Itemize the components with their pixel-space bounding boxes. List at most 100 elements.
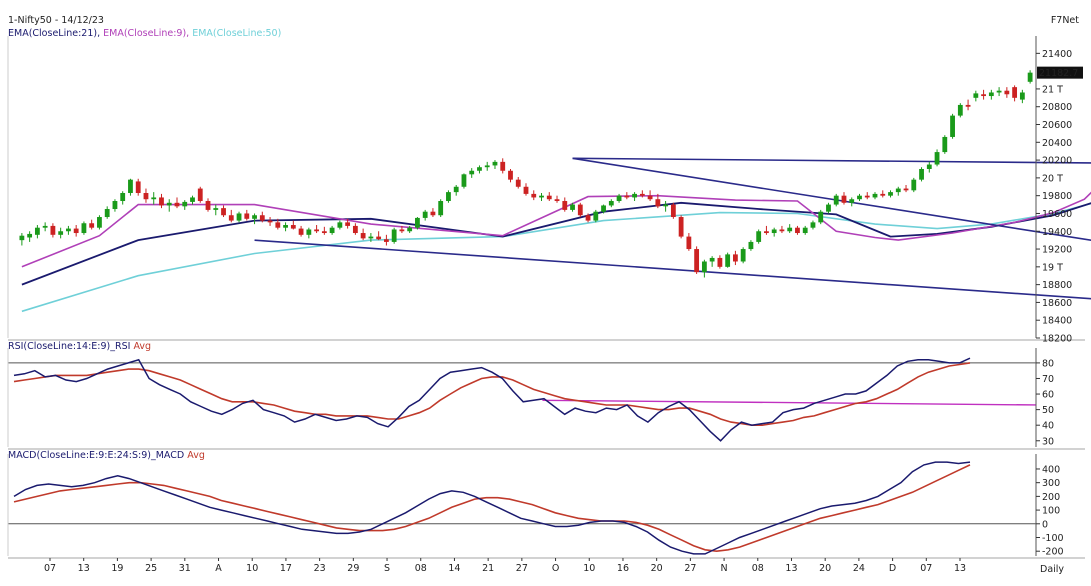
- candle-body: [453, 186, 459, 193]
- price-y-tick-label: 18600: [1042, 298, 1072, 309]
- candle-body: [492, 161, 498, 166]
- x-tick-label: 17: [280, 563, 292, 574]
- x-tick-label: 07: [920, 563, 932, 574]
- macd-y-tick-label: 0: [1042, 519, 1048, 530]
- price-y-tick-label: 20 T: [1042, 173, 1063, 184]
- candle-body: [399, 229, 405, 232]
- candle-body: [407, 227, 413, 232]
- ema21-legend: EMA(CloseLine:21),: [8, 28, 101, 39]
- candle-body: [337, 222, 343, 228]
- candle-body: [577, 204, 583, 216]
- candle-body: [97, 217, 102, 228]
- x-tick-label: 14: [448, 563, 460, 574]
- candle-body: [290, 225, 296, 229]
- price-y-tick-label: 21400: [1042, 49, 1072, 60]
- candle-body: [593, 211, 599, 221]
- candle-body: [554, 199, 560, 202]
- macd-legend: MACD(CloseLine:E:9:E:24:S:9)_MACD Avg: [8, 450, 205, 461]
- candle-body: [562, 201, 568, 210]
- candle-body: [756, 231, 762, 242]
- rsi-y-tick-label: 50: [1042, 405, 1054, 416]
- candle-body: [849, 199, 855, 203]
- x-tick-label: 16: [617, 563, 629, 574]
- candle-body: [678, 217, 684, 237]
- candle-body: [585, 215, 591, 221]
- candle-body: [221, 208, 226, 216]
- x-tick-label: 08: [752, 563, 764, 574]
- candle-body: [19, 235, 25, 241]
- candle-body: [919, 168, 924, 180]
- price-y-tick-label: 18200: [1042, 334, 1072, 345]
- candle-body: [965, 104, 971, 107]
- candle-body: [391, 229, 397, 242]
- candle-body: [942, 136, 948, 153]
- candle-body: [81, 223, 87, 234]
- candle-body: [461, 174, 467, 187]
- rsi-legend-name: RSI(CloseLine:14:E:9)_RSI: [8, 341, 131, 352]
- candle-body: [895, 188, 901, 193]
- x-tick-label: 13: [954, 563, 966, 574]
- price-y-tick-label: 20600: [1042, 120, 1072, 131]
- x-tick-label: 19: [111, 563, 123, 574]
- rsi-magenta-line: [542, 399, 1037, 406]
- candle-body: [546, 195, 552, 200]
- candle-body: [833, 195, 839, 205]
- candle-body: [601, 205, 606, 212]
- candle-body: [981, 94, 986, 97]
- candle-body: [500, 161, 506, 171]
- candle-body: [748, 241, 754, 250]
- candle-body: [383, 239, 389, 242]
- timeframe-label: Daily: [1040, 564, 1064, 575]
- candle-body: [903, 188, 909, 191]
- candle-body: [539, 195, 544, 198]
- candle-body: [197, 188, 203, 202]
- candle-body: [151, 197, 157, 200]
- candle-body: [376, 236, 382, 240]
- x-tick-label: 25: [145, 563, 157, 574]
- trendline-1: [572, 157, 1091, 242]
- candle-body: [523, 186, 529, 194]
- candle-body: [608, 201, 614, 206]
- candle-body: [477, 167, 482, 171]
- candle-body: [779, 229, 785, 232]
- candle-body: [259, 215, 265, 221]
- x-tick-label: 13: [785, 563, 797, 574]
- chart-title: 1-Nifty50 - 14/12/23: [8, 15, 104, 26]
- rsi-y-tick-label: 60: [1042, 390, 1054, 401]
- x-tick-label: D: [889, 563, 896, 574]
- candle-body: [469, 170, 475, 175]
- x-tick-label: S: [384, 563, 390, 574]
- trendline-0: [572, 157, 1091, 164]
- candle-body: [740, 249, 746, 262]
- price-y-tick-label: 18800: [1042, 280, 1072, 291]
- candle-body: [911, 179, 917, 191]
- candle-body: [252, 215, 257, 219]
- candle-body: [352, 225, 358, 234]
- candle-body: [1004, 90, 1010, 95]
- candle-body: [818, 211, 824, 223]
- x-tick-label: A: [215, 563, 222, 574]
- x-tick-label: 20: [651, 563, 663, 574]
- x-tick-label: 13: [78, 563, 90, 574]
- candle-body: [639, 193, 645, 196]
- price-y-tick-label: 20200: [1042, 156, 1072, 167]
- x-tick-label: 23: [314, 563, 326, 574]
- rsi-legend-avg: Avg: [133, 341, 152, 352]
- candle-body: [213, 208, 219, 210]
- price-y-tick-label: 19200: [1042, 245, 1072, 256]
- candle-body: [368, 236, 374, 239]
- price-y-tick-label: 18400: [1042, 316, 1072, 327]
- price-y-tick-label: 20800: [1042, 102, 1072, 113]
- candle-body: [771, 229, 777, 234]
- candle-body: [508, 170, 513, 180]
- macd-legend-avg: Avg: [187, 450, 205, 461]
- candle-body: [826, 204, 831, 212]
- candle-body: [670, 204, 676, 218]
- candle-body: [802, 227, 808, 234]
- candle-body: [50, 225, 56, 235]
- macd-y-tick-label: -200: [1042, 547, 1064, 558]
- price-y-tick-label: 19 T: [1042, 262, 1063, 273]
- candle-body: [415, 217, 420, 228]
- candle-body: [104, 209, 110, 218]
